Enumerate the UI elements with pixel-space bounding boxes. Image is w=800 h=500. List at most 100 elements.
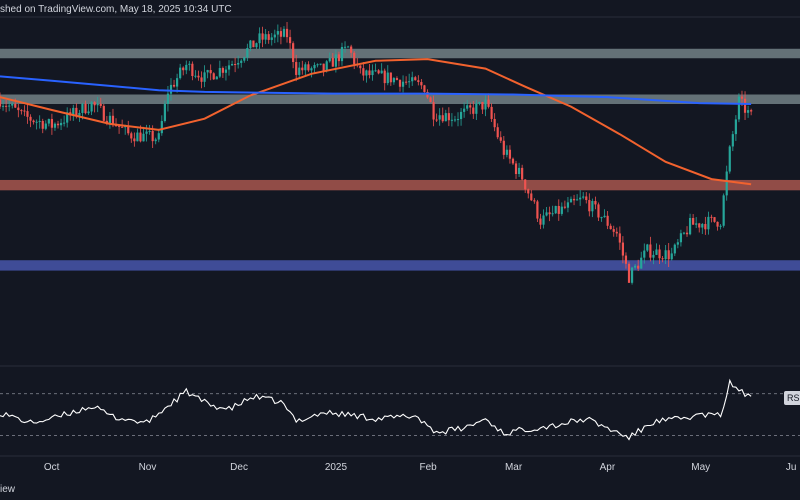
candle-body bbox=[365, 70, 368, 76]
candle-body bbox=[285, 28, 289, 38]
candle-body bbox=[319, 63, 322, 65]
candle-body bbox=[81, 103, 84, 113]
candle-body bbox=[20, 110, 23, 112]
candle-body bbox=[453, 119, 457, 121]
candle-body bbox=[230, 63, 234, 66]
candle-body bbox=[478, 102, 481, 104]
candle-body bbox=[1, 105, 5, 107]
candle-body bbox=[502, 140, 505, 155]
candle-body bbox=[276, 31, 279, 35]
candle-body bbox=[325, 61, 328, 71]
candle-body bbox=[725, 171, 728, 196]
candle-body bbox=[316, 64, 319, 66]
candle-body bbox=[692, 217, 695, 225]
candle-body bbox=[185, 64, 188, 71]
candle-body bbox=[728, 146, 731, 172]
candle-body bbox=[99, 103, 102, 106]
candle-body bbox=[548, 212, 551, 215]
candle-body bbox=[563, 206, 566, 208]
moving-averages bbox=[0, 58, 752, 186]
candle-body bbox=[438, 115, 441, 120]
candle-body bbox=[240, 60, 243, 63]
candle-body bbox=[56, 123, 60, 126]
candle-body bbox=[227, 65, 231, 70]
candle-body bbox=[264, 34, 267, 40]
candle-body bbox=[111, 115, 115, 126]
candle-body bbox=[508, 149, 512, 159]
candle-body bbox=[679, 233, 683, 243]
candle-body bbox=[514, 163, 518, 175]
candle-body bbox=[527, 189, 530, 194]
candle-body bbox=[117, 125, 121, 127]
candle-body bbox=[310, 68, 313, 71]
candle-body bbox=[87, 111, 90, 114]
candle-body bbox=[322, 63, 325, 71]
candle-body bbox=[579, 197, 582, 200]
candle-body bbox=[432, 102, 435, 120]
candle-body bbox=[466, 105, 469, 109]
candle-body bbox=[612, 229, 615, 232]
zone-support-blue bbox=[0, 260, 800, 271]
candle-body bbox=[38, 120, 41, 122]
candle-body bbox=[411, 77, 414, 82]
candle-body bbox=[157, 133, 160, 140]
candle-body bbox=[136, 132, 139, 142]
zone-support-red bbox=[0, 179, 800, 191]
candle-body bbox=[655, 249, 658, 255]
candle-body bbox=[206, 70, 209, 73]
candle-body bbox=[695, 223, 698, 225]
candle-body bbox=[554, 205, 557, 214]
candle-body bbox=[475, 103, 478, 114]
candle-body bbox=[197, 75, 200, 78]
candle-body bbox=[166, 93, 170, 104]
candle-body bbox=[35, 121, 38, 123]
candle-body bbox=[618, 233, 621, 243]
candle-body bbox=[282, 28, 286, 37]
candle-body bbox=[17, 107, 20, 111]
candle-body bbox=[246, 48, 249, 58]
candle-body bbox=[84, 103, 87, 114]
candle-body bbox=[539, 218, 542, 225]
candle-body bbox=[121, 126, 124, 128]
zone-resistance-top bbox=[0, 48, 800, 59]
candle-body bbox=[301, 67, 304, 71]
candle-body bbox=[72, 107, 75, 116]
candle-body bbox=[90, 102, 93, 112]
candle-body bbox=[163, 103, 166, 122]
candle-body bbox=[234, 63, 237, 65]
candle-body bbox=[731, 134, 734, 147]
candle-body bbox=[719, 225, 722, 227]
time-axis-label: Apr bbox=[599, 462, 616, 473]
candle-body bbox=[41, 120, 44, 129]
candle-body bbox=[337, 54, 341, 62]
candle-body bbox=[328, 57, 331, 62]
candle-body bbox=[499, 137, 502, 141]
candle-body bbox=[408, 81, 411, 83]
candle-body bbox=[130, 133, 133, 139]
candle-body bbox=[661, 258, 664, 260]
candle-body bbox=[646, 244, 649, 251]
rsi-line bbox=[0, 378, 752, 441]
candle-body bbox=[569, 198, 573, 203]
candle-body bbox=[374, 70, 377, 72]
candle-body bbox=[362, 68, 365, 76]
candle-body bbox=[386, 72, 389, 84]
candle-body bbox=[405, 81, 408, 83]
candle-body bbox=[444, 113, 447, 122]
candle-body bbox=[496, 127, 499, 138]
candle-body bbox=[78, 112, 81, 116]
candle-body bbox=[441, 115, 444, 122]
candle-body bbox=[343, 46, 347, 48]
candle-body bbox=[380, 70, 383, 74]
candle-body bbox=[472, 107, 475, 114]
candle-body bbox=[191, 63, 194, 77]
candle-body bbox=[288, 37, 292, 44]
candle-body bbox=[545, 212, 548, 216]
moving-average-long-line bbox=[0, 75, 752, 105]
candle-body bbox=[609, 225, 612, 230]
candles-layer bbox=[0, 22, 753, 285]
candle-body bbox=[417, 80, 420, 83]
candle-body bbox=[600, 217, 603, 219]
candle-body bbox=[331, 57, 334, 67]
